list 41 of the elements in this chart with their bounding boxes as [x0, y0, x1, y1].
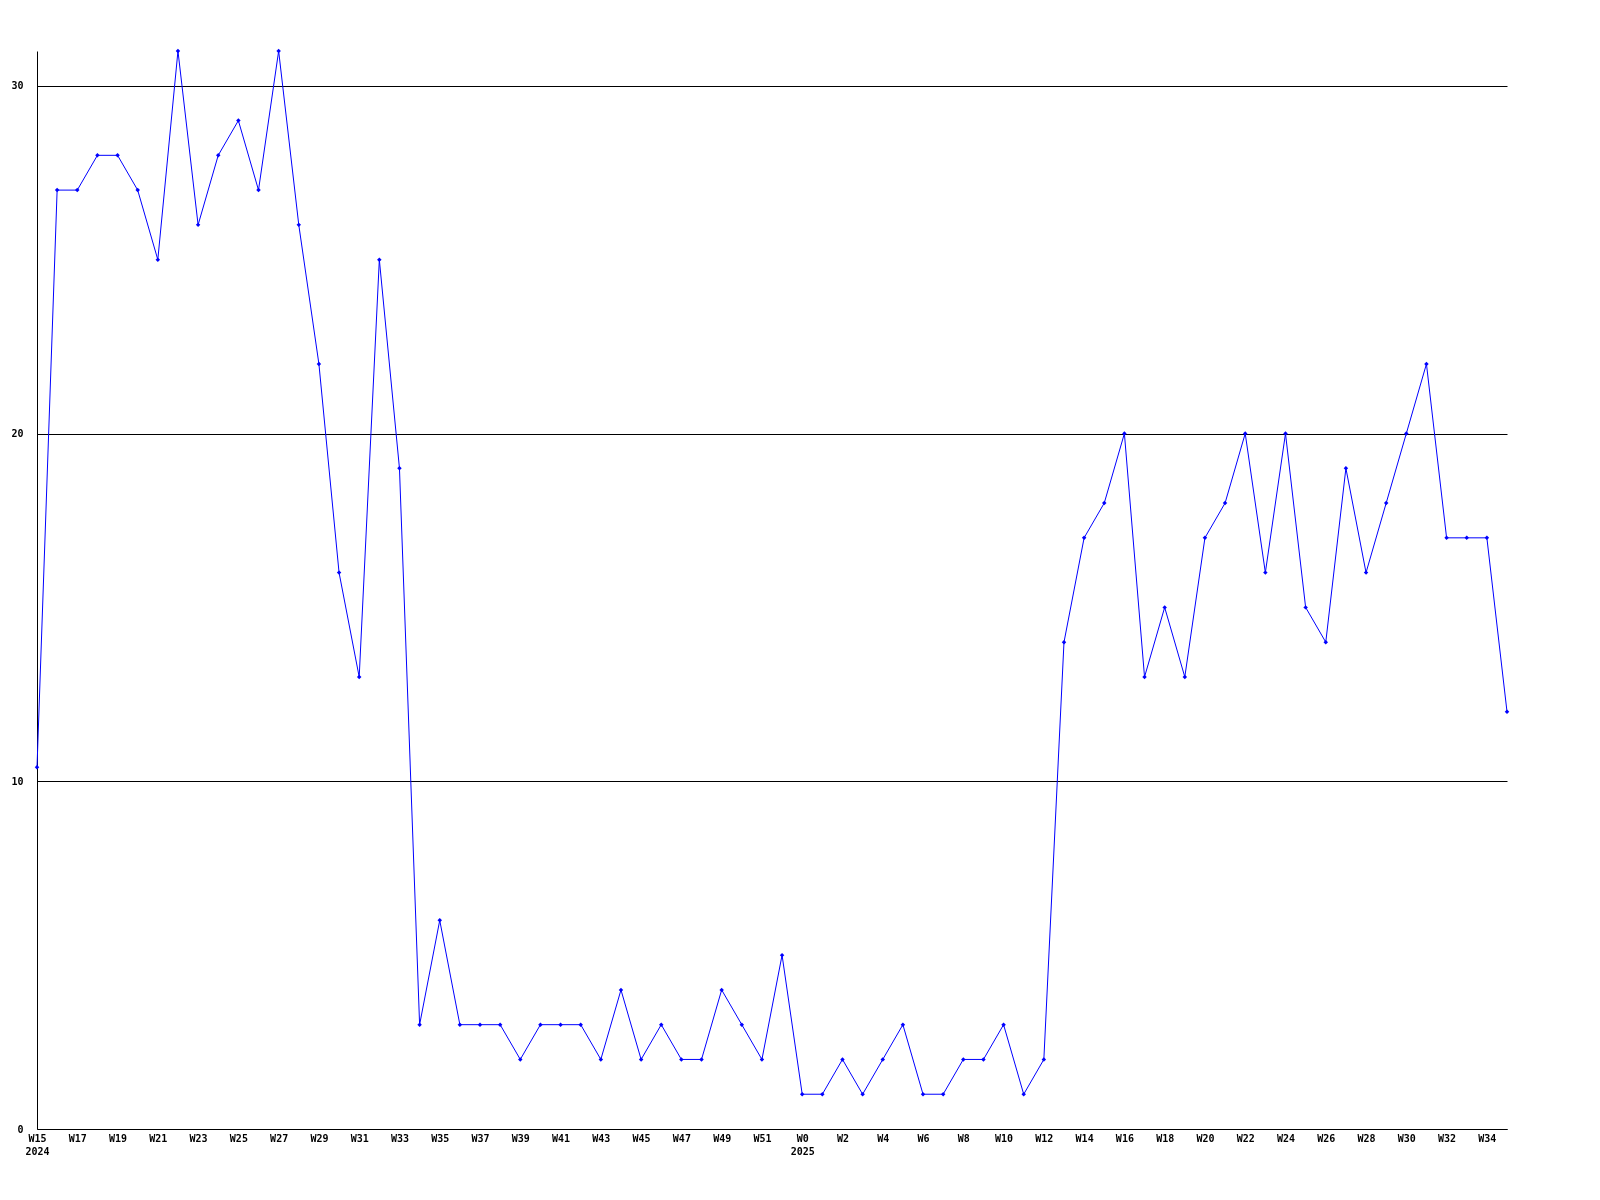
x-tick-label: W24: [1276, 1132, 1296, 1144]
x-tick-label: W27: [270, 1132, 289, 1144]
y-tick-label: 0: [17, 1123, 24, 1135]
x-tick-label: W43: [592, 1132, 611, 1144]
x-tick-label: W14: [1075, 1132, 1094, 1144]
x-tick-label: W16: [1115, 1132, 1134, 1144]
x-tick-label: W12: [1035, 1132, 1054, 1144]
x-tick-label: W49: [713, 1132, 732, 1144]
x-tick-label: W31: [350, 1132, 369, 1144]
x-tick-label: W2: [836, 1132, 849, 1144]
x-tick-label: W22: [1236, 1132, 1255, 1144]
x-tick-label: W6: [917, 1132, 930, 1144]
x-tick-label: W4: [877, 1132, 890, 1144]
x-tick-label: W8: [957, 1132, 970, 1144]
x-tick-label: W47: [672, 1132, 691, 1144]
x-tick-label: W29: [310, 1132, 329, 1144]
x-tick-label: W23: [189, 1132, 208, 1144]
x-tick-label: W30: [1397, 1132, 1416, 1144]
y-tick-label: 30: [11, 80, 24, 92]
x-tick-label: W51: [753, 1132, 772, 1144]
x-tick-label: W37: [471, 1132, 490, 1144]
x-tick-label: W20: [1196, 1132, 1215, 1144]
y-tick-label: 10: [11, 775, 24, 787]
x-tick-label: W33: [390, 1132, 409, 1144]
x-tick-label: W25: [229, 1132, 248, 1144]
x-tick-label: W45: [632, 1132, 651, 1144]
y-tick-label: 20: [11, 428, 24, 440]
x-tick-label: W19: [109, 1132, 128, 1144]
x-tick-label: W18: [1156, 1132, 1175, 1144]
x-tick-label: W21: [149, 1132, 168, 1144]
x-tick-label: W26: [1317, 1132, 1336, 1144]
x-tick-label: W39: [511, 1132, 530, 1144]
x-tick-label: W34: [1478, 1132, 1497, 1144]
x-tick-label: W41: [552, 1132, 571, 1144]
x-tick-label: W10: [995, 1132, 1014, 1144]
x-tick-label: W0 2025: [790, 1132, 815, 1157]
x-tick-label: W15 2024: [25, 1132, 50, 1157]
x-tick-label: W32: [1438, 1132, 1457, 1144]
x-tick-label: W17: [68, 1132, 87, 1144]
x-tick-label: W28: [1357, 1132, 1376, 1144]
x-tick-label: W35: [431, 1132, 450, 1144]
